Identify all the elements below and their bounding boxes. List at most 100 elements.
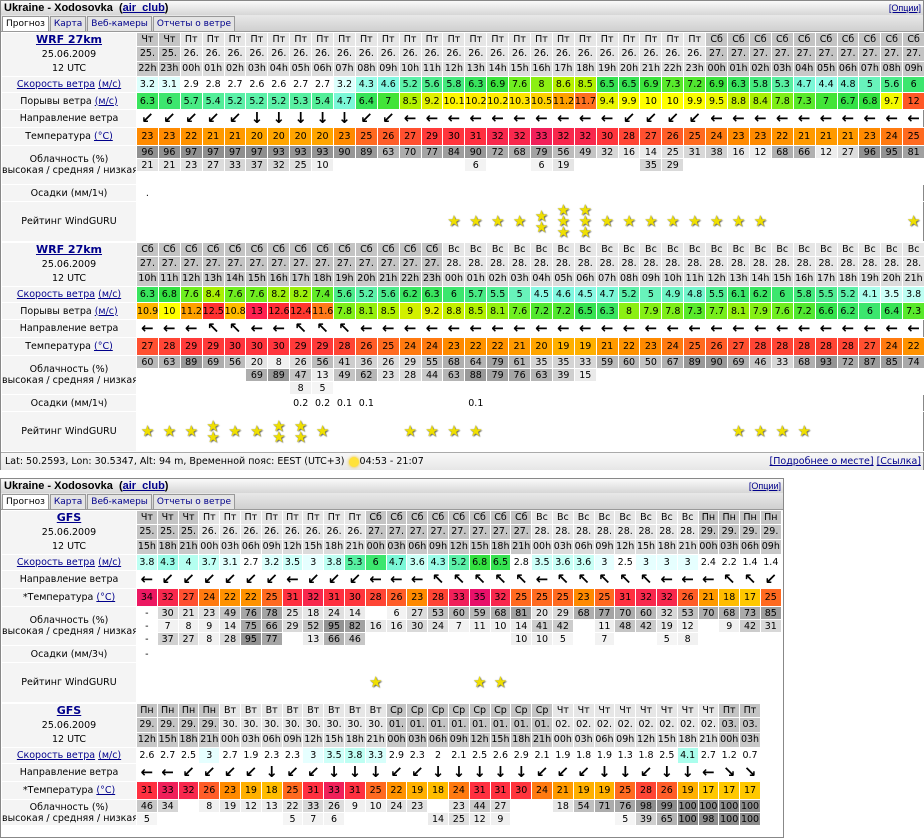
rating-cell xyxy=(760,663,781,703)
gust-cell: 8.1 xyxy=(355,303,377,320)
cloud-cell: 18 xyxy=(303,607,324,620)
row-label-precip: Осадки (мм/1ч) xyxy=(2,185,137,202)
temp-cell: 23 xyxy=(220,782,241,800)
model-link[interactable]: GFS xyxy=(57,511,81,524)
dir-cell: ← xyxy=(903,110,924,128)
wind-cell: 2.9 xyxy=(386,748,407,764)
wind-cell: 2.1 xyxy=(532,748,553,764)
day-cell: Вс xyxy=(594,511,615,525)
dir-cell: ← xyxy=(574,110,596,128)
wind-unit-link[interactable]: (м/с) xyxy=(98,557,121,568)
star-icon: ★ xyxy=(754,426,767,437)
star-icon: ★ xyxy=(447,216,460,227)
cloud-cell xyxy=(573,633,594,646)
hour-cell: 00h xyxy=(706,61,728,76)
precip-cell xyxy=(552,395,574,412)
precip-cell xyxy=(137,395,159,412)
temp-unit-link[interactable]: (°C) xyxy=(94,341,113,352)
cloud-cell: 20 xyxy=(246,356,268,369)
cloud-cell xyxy=(377,172,399,185)
hour-cell: 10h xyxy=(137,271,159,286)
temp-unit-link[interactable]: (°C) xyxy=(94,131,113,142)
options-link[interactable]: [Опции] xyxy=(889,1,921,15)
date-cell: 27. xyxy=(180,257,202,271)
wind-unit-link[interactable]: (м/с) xyxy=(98,750,121,761)
cloud-cell: 24 xyxy=(428,620,449,633)
wind-label[interactable]: Скорость ветра xyxy=(17,289,95,300)
cloud-cell: 61 xyxy=(509,356,531,369)
wind-arrow-w-icon: ← xyxy=(286,571,299,589)
rating-cell xyxy=(881,202,903,242)
gust-unit-link[interactable]: (м/с) xyxy=(95,96,118,107)
date-cell: 30. xyxy=(344,718,365,732)
cloud-cell xyxy=(399,172,421,185)
dir-cell: ↙ xyxy=(224,110,246,128)
cloud-cell: 82 xyxy=(344,620,365,633)
wind-label[interactable]: Скорость ветра xyxy=(17,750,95,761)
tab-webcams[interactable]: Веб-камеры xyxy=(87,16,152,31)
cloud-cell: 69 xyxy=(728,356,750,369)
wind-arrow-w-icon: ← xyxy=(885,110,898,128)
wind-cell: 1.4 xyxy=(740,555,761,571)
rating-cell: ★ xyxy=(312,412,334,452)
wind-label[interactable]: Скорость ветра xyxy=(17,79,95,90)
wind-cell: 5.6 xyxy=(334,287,356,303)
wind-label[interactable]: Скорость ветра xyxy=(17,557,95,568)
day-cell: Сб xyxy=(312,243,334,257)
tab-map[interactable]: Карта xyxy=(50,494,86,509)
model-link[interactable]: GFS xyxy=(57,704,81,717)
temp-unit-link[interactable]: (°C) xyxy=(96,592,115,603)
temp-cell: 31 xyxy=(303,782,324,800)
cloud-cell: 11 xyxy=(469,620,490,633)
hour-cell: 03h xyxy=(509,271,531,286)
temp-cell: 30 xyxy=(344,589,365,607)
gust-cell: 7.2 xyxy=(552,303,574,320)
day-cell: Сб xyxy=(881,33,903,47)
temp-cell: 28 xyxy=(158,338,180,356)
cloud-cell: 33 xyxy=(303,800,324,813)
model-link[interactable]: WRF 27km xyxy=(36,243,102,256)
dir-cell: ↙ xyxy=(240,764,261,782)
wind-cell: 2 xyxy=(428,748,449,764)
spot-details-link[interactable]: [Подробнее о месте] xyxy=(770,456,874,467)
cloud-cell: 33 xyxy=(771,356,793,369)
tab-forecast[interactable]: Прогноз xyxy=(2,494,49,509)
tab-forecast[interactable]: Прогноз xyxy=(2,16,49,31)
cloud-cell: 8 xyxy=(290,382,312,395)
widget-title-bar: Ukraine - Xodosovka (air_club)[Опции] xyxy=(1,1,923,15)
temp-cell: 22 xyxy=(903,338,924,356)
gust-unit-link[interactable]: (м/с) xyxy=(95,306,118,317)
day-cell: Пт xyxy=(199,511,220,525)
dir-cell: ← xyxy=(137,320,159,338)
cloud-cell xyxy=(859,172,881,185)
options-link[interactable]: [Опции] xyxy=(749,479,781,493)
dir-cell: ← xyxy=(677,571,698,589)
cloud-cell: 63 xyxy=(531,369,553,382)
temp-cell: 22 xyxy=(487,338,509,356)
tab-wind-reports[interactable]: Отчеты о ветре xyxy=(153,494,235,509)
date-cell: 27. xyxy=(399,257,421,271)
rating-label: Рейтинг WindGURU xyxy=(21,216,116,227)
precip-cell xyxy=(448,646,469,663)
day-cell: Вс xyxy=(656,511,677,525)
cloud-cell: 67 xyxy=(662,356,684,369)
cloud-cell: 35 xyxy=(552,356,574,369)
wind-unit-link[interactable]: (м/с) xyxy=(98,79,121,90)
temp-cell: 21 xyxy=(793,128,815,146)
permalink-link[interactable]: [Ссылка] xyxy=(877,456,921,467)
club-link[interactable]: air_club xyxy=(123,480,165,492)
model-link[interactable]: WRF 27km xyxy=(36,33,102,46)
cloud-high-row: Облачность (%)высокая / средняя / низкая… xyxy=(2,356,924,369)
tab-webcams[interactable]: Веб-камеры xyxy=(87,494,152,509)
tab-wind-reports[interactable]: Отчеты о ветре xyxy=(153,16,235,31)
wind-arrow-w-icon: ← xyxy=(661,571,674,589)
date-cell: 28. xyxy=(509,257,531,271)
club-link[interactable]: air_club xyxy=(123,2,165,14)
tab-map[interactable]: Карта xyxy=(50,16,86,31)
temp-cell: 31 xyxy=(344,782,365,800)
day-cell: Пт xyxy=(377,33,399,47)
day-cell: Пт xyxy=(246,33,268,47)
temp-unit-link[interactable]: (°C) xyxy=(96,785,115,796)
wind-unit-link[interactable]: (м/с) xyxy=(98,289,121,300)
